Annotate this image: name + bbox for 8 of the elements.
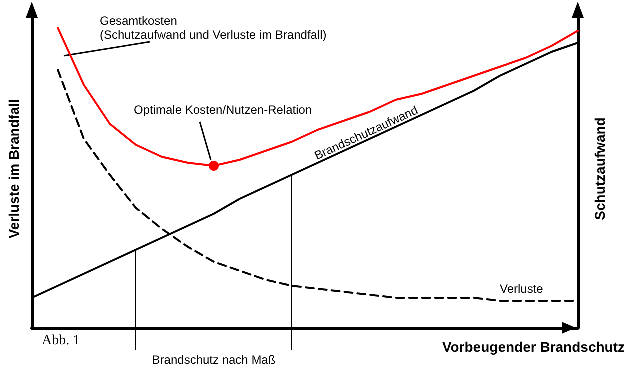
text: Gesamtkosten (Schutzaufwand und Verluste im Brandfall) bbox=[100, 14, 327, 42]
y2-axis-title: Schutzaufwand bbox=[592, 118, 608, 220]
annotation: Optimale Kosten/Nutzen-Relation bbox=[134, 103, 312, 117]
y-axis-title: Verluste im Brandfall bbox=[6, 99, 22, 239]
caption: Abb. 1 bbox=[42, 334, 80, 348]
text: Brandschutz nach Maß bbox=[152, 353, 276, 367]
series-label: Verluste bbox=[500, 282, 544, 296]
x-axis-title: Vorbeugender Brandschutz bbox=[442, 339, 625, 355]
